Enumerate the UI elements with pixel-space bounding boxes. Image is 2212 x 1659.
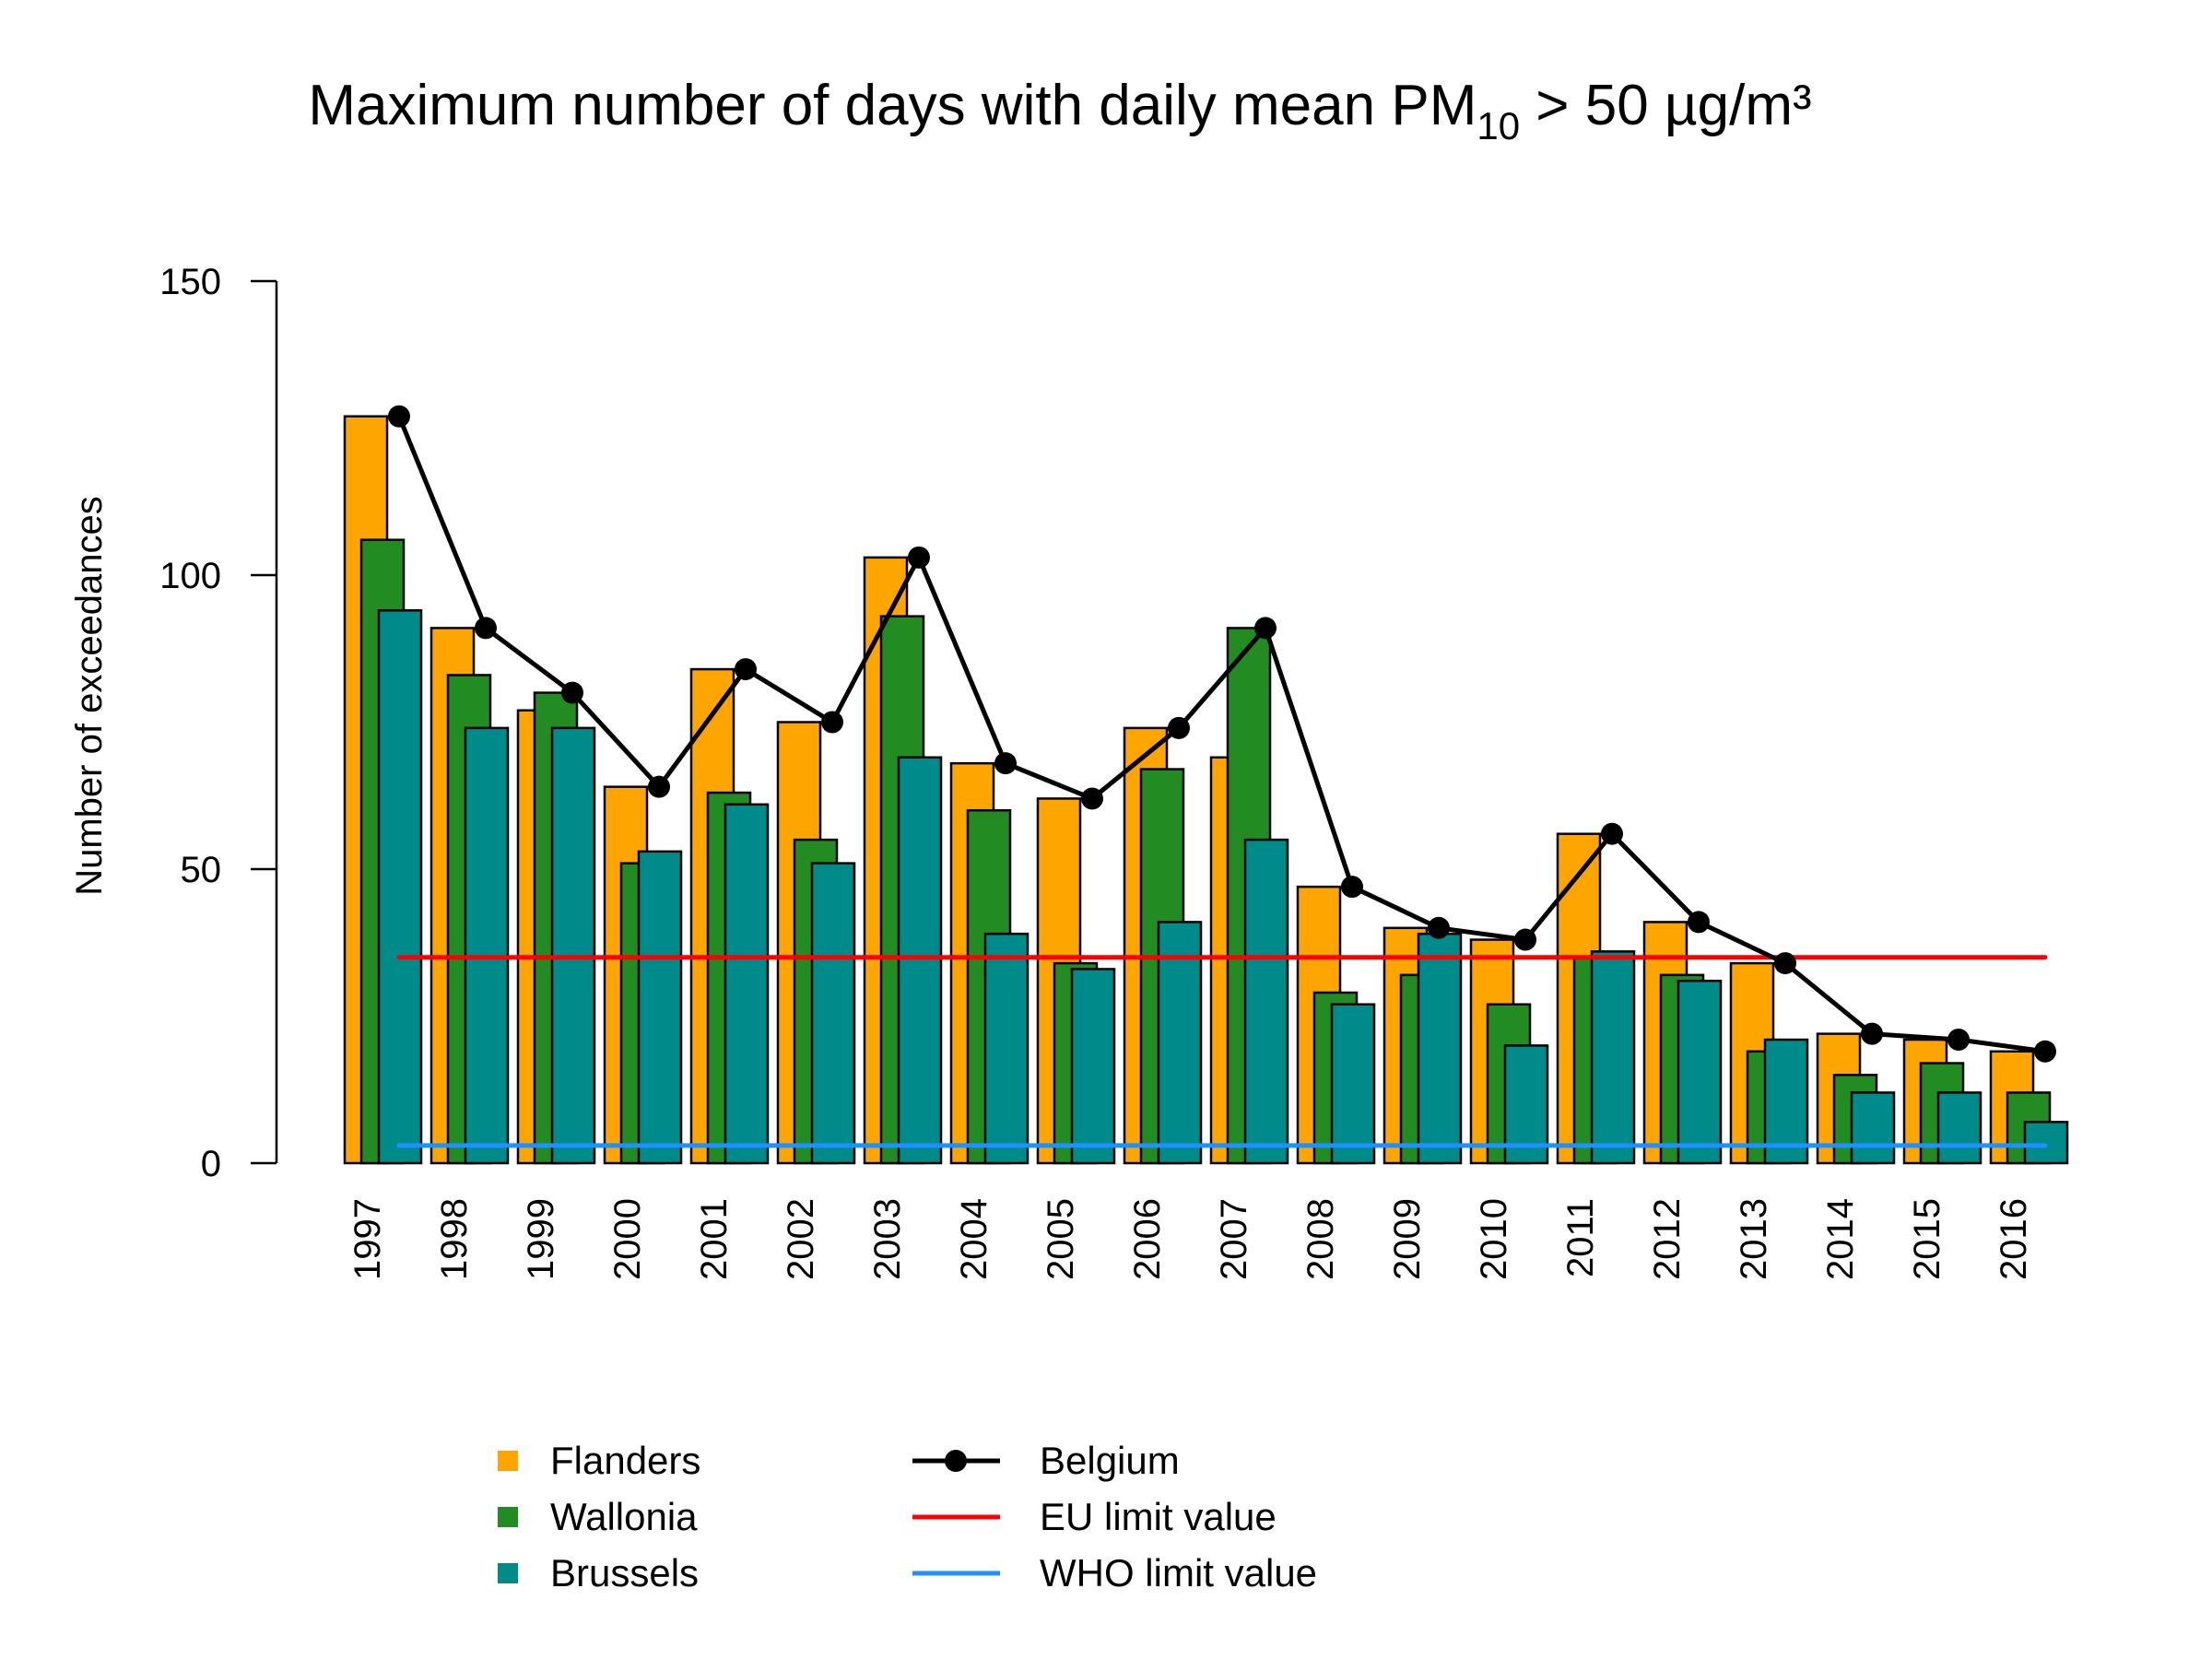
- x-tick-label: 2004: [954, 1198, 994, 1280]
- belgium-point-2008: [1341, 876, 1363, 899]
- lines: [388, 405, 2056, 1148]
- bar-brussels-2001: [724, 803, 770, 1165]
- bar-brussels-2000: [637, 850, 683, 1165]
- belgium-point-2014: [1861, 1022, 1883, 1045]
- belgium-point-1997: [388, 405, 410, 428]
- x-tick-label: 2011: [1560, 1198, 1601, 1277]
- legend-marker-belgium: [945, 1450, 967, 1472]
- y-axis: 0 50 100 150: [159, 262, 278, 1184]
- belgium-line: [396, 415, 2046, 1054]
- title-subscript: 10: [1477, 104, 1520, 147]
- bar-brussels-2008: [1330, 1003, 1376, 1165]
- belgium-point-2015: [1947, 1029, 1970, 1052]
- bar-brussels-2006: [1157, 921, 1203, 1165]
- x-axis-labels: 1997 1998 1999 2000 2001 2002 2003 2004 2005 2006…: [347, 1198, 2034, 1280]
- belgium-point-1999: [561, 681, 583, 704]
- bar-brussels-2002: [810, 862, 856, 1165]
- x-tick-label: 2010: [1474, 1198, 1514, 1280]
- bar-brussels-2014: [1850, 1091, 1896, 1165]
- bar-brussels-2004: [983, 932, 1030, 1165]
- bar-brussels-1997: [377, 609, 423, 1165]
- x-tick-label: 2013: [1734, 1198, 1774, 1280]
- x-tick-label: 2012: [1647, 1198, 1688, 1280]
- belgium-point-2016: [2034, 1040, 2056, 1063]
- belgium-point-2006: [1168, 716, 1190, 739]
- title-main: Maximum number of days with daily mean P…: [308, 74, 1477, 137]
- legend-label-who-limit-value: WHO limit value: [1040, 1551, 1317, 1594]
- belgium-point-2001: [735, 658, 757, 681]
- belgium-point-2007: [1254, 617, 1277, 640]
- bar-brussels-2009: [1417, 932, 1463, 1165]
- bar-brussels-1998: [464, 726, 510, 1165]
- legend-swatch-flanders: [498, 1451, 518, 1471]
- x-tick-label: 1999: [521, 1198, 561, 1280]
- bar-brussels-2016: [2023, 1121, 2069, 1165]
- legend-label-brussels: Brussels: [550, 1551, 699, 1594]
- belgium-point-2013: [1774, 952, 1796, 975]
- y-tick-label: 50: [181, 850, 222, 890]
- y-tick-label: 150: [159, 262, 221, 302]
- title-rest: > 50 µg/m³: [1520, 74, 1812, 137]
- belgium-point-1998: [475, 617, 497, 640]
- belgium-point-2003: [908, 546, 930, 569]
- x-tick-label: 2008: [1300, 1198, 1341, 1280]
- legend-label-belgium: Belgium: [1040, 1439, 1180, 1482]
- legend-label-eu-limit-value: EU limit value: [1040, 1495, 1277, 1538]
- belgium-point-2005: [1081, 787, 1103, 810]
- bar-brussels-2013: [1763, 1038, 1809, 1165]
- x-tick-label: 2002: [781, 1198, 821, 1280]
- legend-label-flanders: Flanders: [550, 1439, 700, 1482]
- legend-swatch-brussels: [498, 1563, 518, 1583]
- y-axis-label: Number of exceedances: [69, 496, 110, 896]
- x-tick-label: 2006: [1127, 1198, 1168, 1280]
- x-tick-label: 2003: [867, 1198, 908, 1280]
- bar-brussels-1999: [550, 726, 596, 1165]
- y-tick-label: 100: [159, 556, 221, 596]
- chart-title: Maximum number of days with daily mean P…: [308, 74, 1811, 147]
- bar-brussels-2011: [1590, 950, 1636, 1165]
- bar-brussels-2012: [1677, 979, 1723, 1165]
- x-tick-label: 2016: [1994, 1198, 2034, 1280]
- bar-brussels-2015: [1936, 1091, 1983, 1165]
- x-tick-label: 2014: [1820, 1198, 1861, 1280]
- x-tick-label: 2001: [694, 1198, 735, 1280]
- bar-brussels-2003: [897, 756, 943, 1165]
- bar-brussels-2007: [1243, 838, 1289, 1165]
- legend-swatch-wallonia: [498, 1507, 518, 1527]
- belgium-point-2000: [648, 775, 670, 798]
- x-tick-label: 2005: [1041, 1198, 1081, 1280]
- x-tick-label: 1998: [434, 1198, 475, 1280]
- legend: Flanders Wallonia Brussels Belgium EU limit …: [498, 1439, 1317, 1594]
- y-tick-label: 0: [201, 1144, 221, 1184]
- belgium-point-2010: [1514, 928, 1536, 951]
- legend-label-wallonia: Wallonia: [550, 1495, 698, 1538]
- bars: [343, 415, 2069, 1165]
- belgium-point-2009: [1428, 916, 1450, 939]
- belgium-point-2002: [821, 711, 843, 734]
- x-tick-label: 2007: [1214, 1198, 1254, 1280]
- x-tick-label: 2000: [607, 1198, 648, 1280]
- belgium-point-2004: [994, 752, 1017, 775]
- x-tick-label: 1997: [347, 1198, 388, 1280]
- belgium-point-2011: [1601, 822, 1623, 845]
- x-tick-label: 2009: [1387, 1198, 1428, 1280]
- bar-brussels-2005: [1070, 968, 1116, 1165]
- x-tick-label: 2015: [1907, 1198, 1947, 1280]
- belgium-point-2012: [1688, 911, 1710, 934]
